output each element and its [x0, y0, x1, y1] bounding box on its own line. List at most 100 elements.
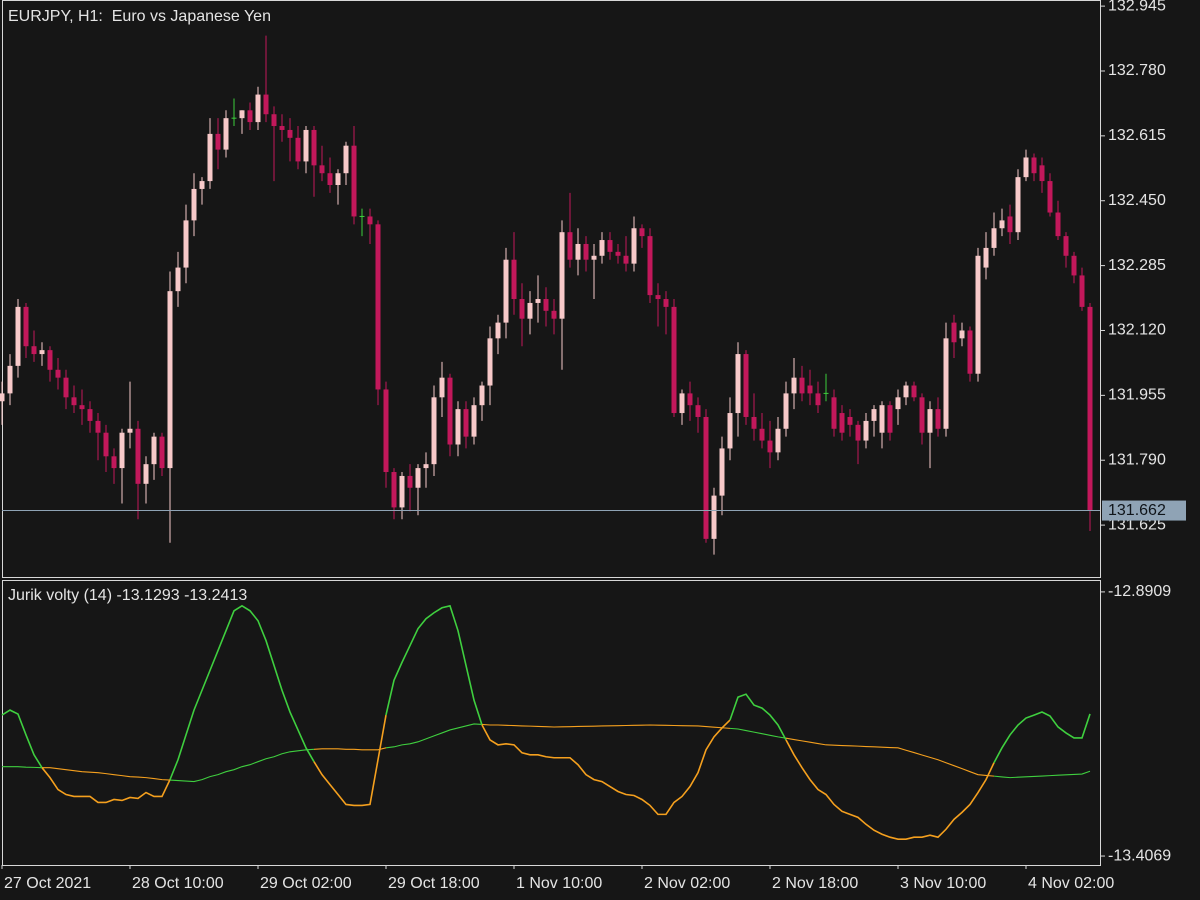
candle-body	[1063, 236, 1069, 256]
candle-body	[1071, 255, 1077, 276]
candle-body	[847, 416, 853, 425]
y-tick-label: 131.790	[1108, 451, 1166, 468]
candle-body	[519, 299, 525, 319]
candle-body	[839, 413, 845, 433]
x-tick-label: 29 Oct 02:00	[260, 875, 352, 892]
indicator-line	[313, 714, 387, 807]
candle-body	[1023, 157, 1029, 178]
candle-body	[87, 409, 93, 421]
candle-body	[135, 428, 141, 484]
candle-body	[95, 420, 101, 433]
candle-body	[151, 436, 157, 465]
indicator-line	[785, 739, 995, 841]
candle-body	[719, 448, 725, 496]
candle-body	[295, 137, 301, 162]
candle-body	[119, 432, 125, 469]
candle-body	[687, 393, 693, 406]
candle-body	[207, 133, 213, 182]
candle-body	[71, 397, 77, 406]
candle-body	[895, 397, 901, 410]
candle-body	[911, 385, 917, 398]
candle-body	[1079, 275, 1085, 307]
indicator-line	[169, 604, 315, 780]
candle-body	[695, 405, 701, 417]
x-tick-label: 2 Nov 02:00	[644, 875, 730, 892]
candle-body	[559, 232, 565, 319]
candle-body	[423, 464, 429, 469]
indicator-line	[169, 748, 315, 783]
candle-body	[583, 243, 589, 260]
candle-body	[919, 397, 925, 433]
candle-body	[39, 350, 45, 355]
candle-body	[543, 299, 549, 311]
candle-body	[0, 393, 5, 402]
candle-body	[951, 322, 957, 343]
candle-body	[647, 236, 653, 296]
indicator-line	[2, 766, 43, 769]
candle-body	[503, 259, 509, 323]
candle-body	[79, 405, 85, 410]
candle-body	[407, 475, 413, 488]
candle-body	[287, 129, 293, 138]
candle-body	[863, 420, 869, 441]
candle-body	[1031, 157, 1037, 174]
candle-body	[311, 129, 317, 166]
candle-body	[935, 409, 941, 429]
candle-body	[671, 306, 677, 414]
candle-body	[871, 409, 877, 421]
candle-body	[279, 126, 285, 130]
candle-body	[447, 377, 453, 445]
candle-body	[975, 255, 981, 374]
candle-body	[983, 247, 989, 268]
candle-body	[351, 145, 357, 217]
candle-body	[191, 188, 197, 221]
candle-body	[271, 114, 277, 127]
candle-body	[143, 464, 149, 484]
y-tick-label: -13.4069	[1108, 847, 1171, 864]
candle-body	[431, 397, 437, 465]
candle-body	[1047, 181, 1053, 213]
candle-body	[63, 377, 69, 398]
candle-body	[487, 338, 493, 386]
candle-body	[679, 393, 685, 414]
indicator-title: Jurik volty (14) -13.1293 -13.2413	[8, 587, 247, 604]
candle-body	[255, 94, 261, 123]
candle-body	[1055, 212, 1061, 237]
candle-body	[551, 310, 557, 319]
candle-body	[367, 216, 373, 225]
candle-body	[383, 389, 389, 473]
x-tick-label: 4 Nov 02:00	[1028, 875, 1114, 892]
candle-body	[343, 145, 349, 174]
candle-body	[239, 110, 245, 119]
candle-body	[511, 259, 517, 300]
candle-body	[415, 468, 421, 488]
y-tick-label: 131.955	[1108, 387, 1166, 404]
candle-body	[15, 306, 21, 366]
candle-body	[759, 428, 765, 441]
candle-body	[23, 306, 29, 347]
candle-body	[127, 428, 133, 433]
candle-body	[655, 295, 661, 300]
candle-body	[599, 240, 605, 256]
candle-body	[439, 377, 445, 398]
candle-body	[831, 397, 837, 429]
candle-body	[711, 495, 717, 539]
indicator-line	[729, 727, 787, 739]
candle-body	[615, 251, 621, 256]
indicator-line	[993, 711, 1091, 764]
candle-body	[175, 267, 181, 292]
candle-body	[263, 94, 269, 115]
candle-body	[855, 424, 861, 441]
candle-body	[991, 228, 997, 248]
candle-body	[319, 165, 325, 174]
candle-body	[535, 299, 541, 303]
candle-body	[703, 416, 709, 539]
indicator-line	[385, 723, 483, 749]
candle-body	[999, 220, 1005, 229]
candle-body	[567, 232, 573, 260]
candle-body	[575, 243, 581, 260]
candle-body	[727, 413, 733, 449]
candle-body	[359, 215, 365, 217]
